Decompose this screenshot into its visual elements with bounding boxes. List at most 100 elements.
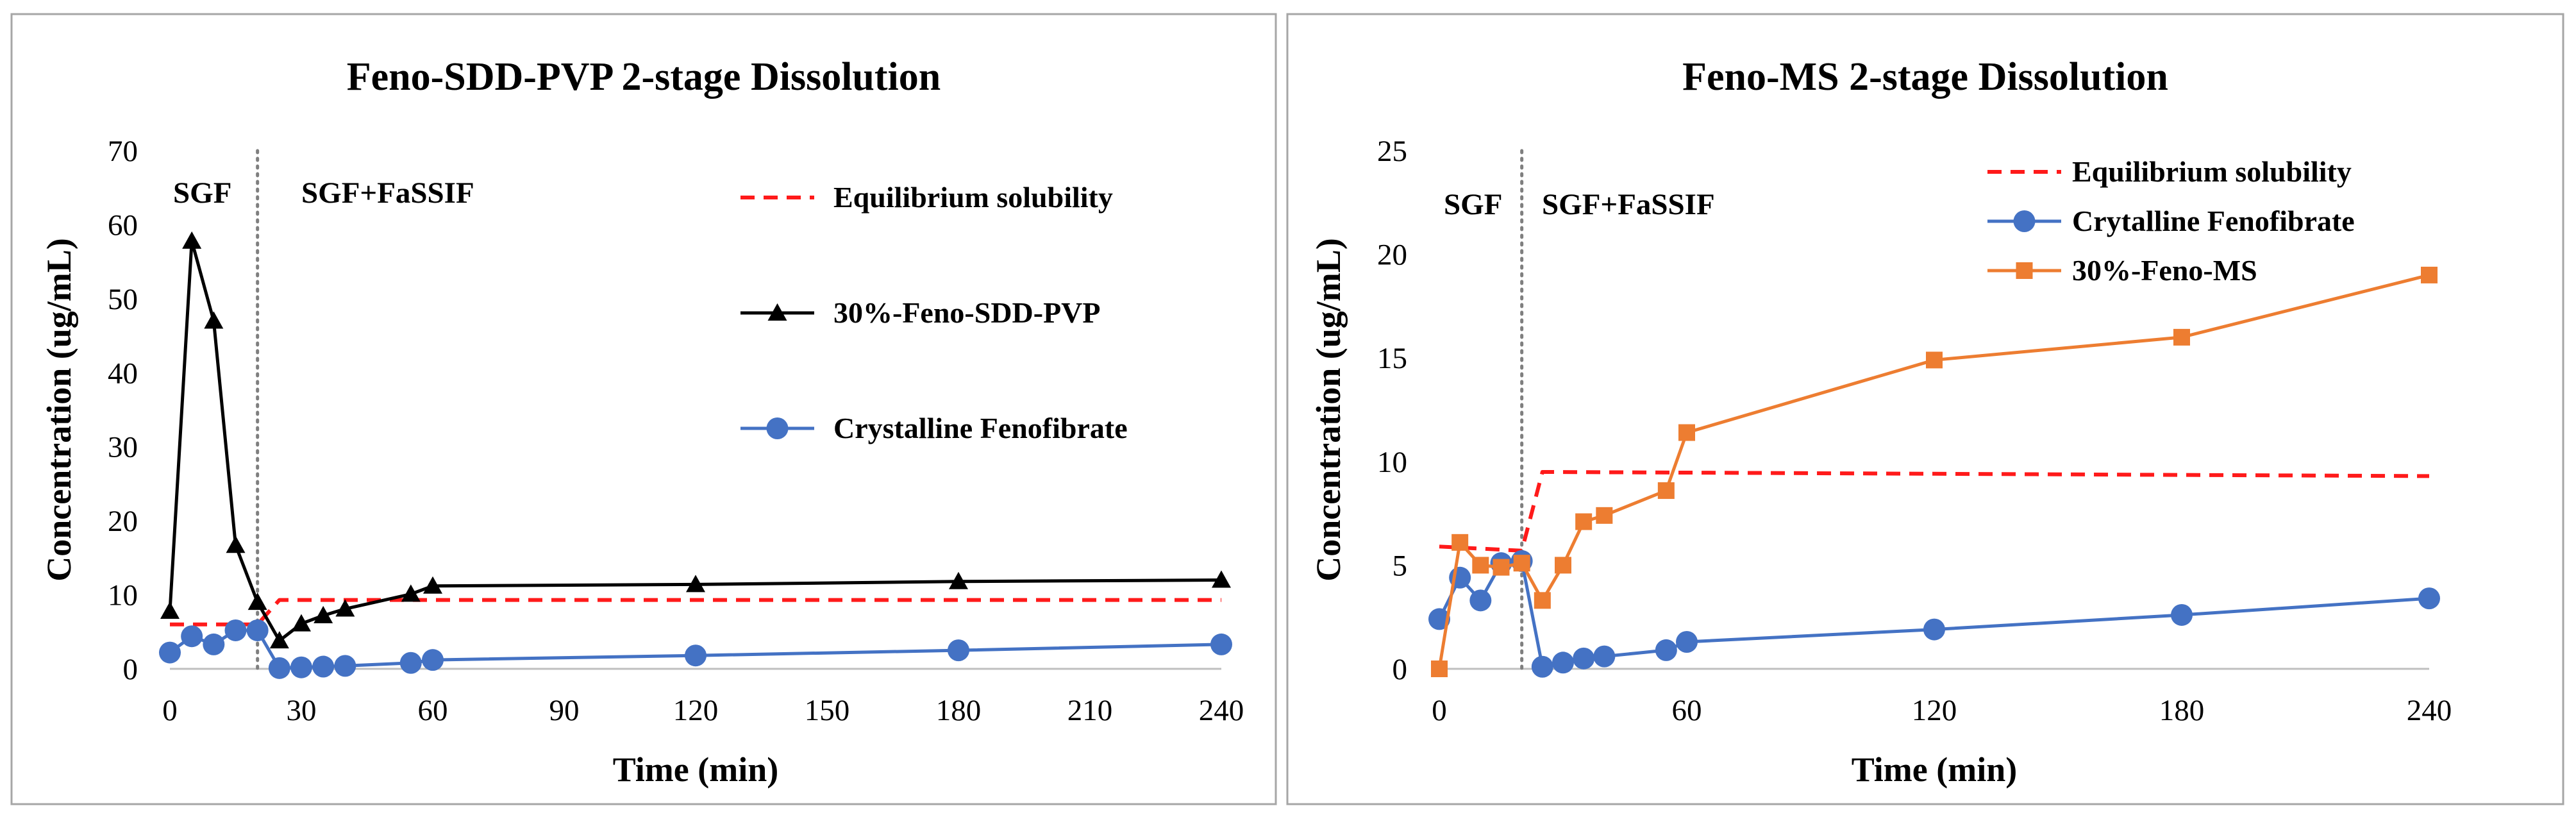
data-point-30-feno-ms	[2421, 266, 2438, 283]
data-point-crytalline-fenofibrate	[1573, 647, 1595, 669]
data-point-crytalline-fenofibrate	[2418, 587, 2440, 610]
x-tick-label: 180	[936, 694, 982, 727]
series-30-feno-ms	[1431, 266, 2438, 677]
x-tick-label: 240	[1199, 694, 1244, 727]
data-point-crystalline-fenofibrate	[685, 644, 707, 667]
data-point-crystalline-fenofibrate	[181, 625, 203, 648]
legend-label: Equilibrium solubility	[2072, 155, 2352, 188]
data-point-crystalline-fenofibrate	[399, 652, 422, 674]
y-tick-label: 15	[1377, 342, 1407, 375]
y-tick-label: 20	[1377, 239, 1407, 272]
data-point-crytalline-fenofibrate	[1428, 608, 1450, 630]
y-tick-label: 10	[1377, 446, 1407, 479]
data-point-30-feno-sdd-pvp	[423, 576, 442, 594]
legend-entry-equilibrium-solubility: Equilibrium solubility	[740, 181, 1113, 214]
x-axis-title: Time (min)	[613, 750, 778, 789]
data-point-crytalline-fenofibrate	[1552, 652, 1574, 674]
series-line-equilibrium-solubility	[1439, 469, 2430, 553]
y-tick-label: 10	[108, 579, 138, 612]
data-point-30-feno-sdd-pvp	[949, 571, 968, 589]
x-tick-label: 90	[549, 694, 580, 727]
legend-swatch-marker	[2013, 210, 2036, 232]
data-point-crytalline-fenofibrate	[1593, 645, 1616, 668]
data-point-30-feno-sdd-pvp	[314, 605, 333, 623]
x-tick-label: 240	[2407, 694, 2452, 727]
y-axis-title: Concentration (ug/mL)	[40, 238, 78, 581]
data-point-30-feno-sdd-pvp	[182, 231, 202, 249]
data-point-30-feno-sdd-pvp	[160, 601, 180, 619]
data-point-crytalline-fenofibrate	[2171, 603, 2193, 626]
y-tick-label: 40	[108, 357, 138, 390]
stage-label-sgf-fassif: SGF+FaSSIF	[1542, 188, 1715, 221]
x-tick-label: 120	[673, 694, 719, 727]
series-crystalline-fenofibrate	[159, 619, 1232, 679]
legend-entry-crystalline-fenofibrate: Crystalline Fenofibrate	[740, 412, 1128, 444]
x-tick-label: 210	[1067, 694, 1113, 727]
y-tick-label: 0	[123, 653, 138, 686]
data-point-crystalline-fenofibrate	[422, 649, 444, 671]
series-line-equilibrium-solubility	[170, 598, 1221, 627]
data-point-30-feno-ms	[1431, 661, 1448, 677]
data-point-crytalline-fenofibrate	[1469, 589, 1492, 612]
data-point-crytalline-fenofibrate	[1923, 618, 1945, 641]
legend-entry-crytalline-fenofibrate: Crytalline Fenofibrate	[1987, 205, 2355, 237]
data-point-crytalline-fenofibrate	[1676, 630, 1698, 653]
data-point-crystalline-fenofibrate	[312, 655, 335, 678]
data-point-30-feno-ms	[1513, 555, 1530, 572]
x-tick-label: 60	[418, 694, 448, 727]
legend-label: 30%-Feno-SDD-PVP	[833, 296, 1101, 329]
data-point-30-feno-sdd-pvp	[292, 614, 311, 632]
chart-title: Feno-MS 2-stage Dissolution	[1682, 55, 2168, 99]
legend-entry-equilibrium-solubility: Equilibrium solubility	[1987, 155, 2352, 188]
data-point-crystalline-fenofibrate	[159, 641, 181, 664]
legend-entry-30-feno-sdd-pvp: 30%-Feno-SDD-PVP	[740, 296, 1101, 329]
data-point-crystalline-fenofibrate	[290, 656, 312, 678]
panel-border	[1286, 13, 2564, 805]
y-tick-label: 70	[108, 135, 138, 168]
data-point-30-feno-ms	[1657, 482, 1675, 500]
legend-swatch-marker	[2016, 262, 2033, 279]
stage-label-sgf-fassif: SGF+FaSSIF	[301, 176, 474, 210]
data-point-30-feno-ms	[1555, 557, 1571, 574]
data-point-crystalline-fenofibrate	[268, 657, 290, 679]
y-axis-title: Concentration (ug/mL)	[1309, 238, 1348, 581]
legend-swatch-marker	[767, 303, 787, 321]
data-point-30-feno-ms	[1493, 559, 1510, 576]
y-tick-label: 30	[108, 431, 138, 464]
y-tick-label: 50	[108, 283, 138, 316]
legend-label: Crytalline Fenofibrate	[2072, 205, 2355, 237]
y-tick-label: 25	[1377, 135, 1407, 168]
chart-panel-feno-ms: Feno-MS 2-stage Dissolution 0 5 10 15 20 25 0 60…	[1286, 13, 2564, 805]
y-tick-label: 20	[108, 505, 138, 538]
legend-swatch-marker	[766, 417, 789, 439]
data-point-crystalline-fenofibrate	[246, 619, 269, 641]
panel-border	[10, 13, 1277, 805]
x-tick-label: 30	[287, 694, 317, 727]
series-equilibrium-solubility	[1439, 469, 2430, 553]
data-point-30-feno-ms	[1451, 534, 1469, 551]
data-point-30-feno-sdd-pvp	[686, 575, 705, 593]
data-point-30-feno-ms	[1534, 592, 1551, 609]
data-point-30-feno-sdd-pvp	[247, 593, 267, 610]
data-point-30-feno-ms	[2173, 328, 2190, 346]
y-tick-label: 60	[108, 208, 138, 242]
series-30-feno-sdd-pvp	[160, 231, 1231, 649]
chart-panel-feno-sdd-pvp: Feno-SDD-PVP 2-stage Dissolution 0 10 20 30 4…	[10, 13, 1277, 805]
data-point-30-feno-ms	[1472, 557, 1489, 574]
data-point-30-feno-sdd-pvp	[226, 535, 246, 553]
x-tick-label: 0	[162, 694, 178, 727]
stage-label-sgf: SGF	[1444, 188, 1502, 221]
series-equilibrium-solubility	[170, 598, 1221, 627]
data-point-30-feno-sdd-pvp	[335, 599, 355, 617]
data-point-30-feno-ms	[1575, 513, 1593, 530]
data-point-30-feno-ms	[1596, 507, 1613, 524]
data-point-crystalline-fenofibrate	[334, 655, 356, 677]
x-tick-label: 120	[1912, 694, 1957, 727]
y-tick-label: 5	[1393, 549, 1408, 582]
data-point-crystalline-fenofibrate	[948, 639, 969, 662]
legend-label: 30%-Feno-MS	[2072, 254, 2257, 287]
chart-title: Feno-SDD-PVP 2-stage Dissolution	[347, 55, 941, 99]
data-point-crystalline-fenofibrate	[1210, 633, 1232, 655]
legend-label: Crystalline Fenofibrate	[833, 412, 1128, 444]
data-point-30-feno-ms	[1678, 424, 1695, 441]
